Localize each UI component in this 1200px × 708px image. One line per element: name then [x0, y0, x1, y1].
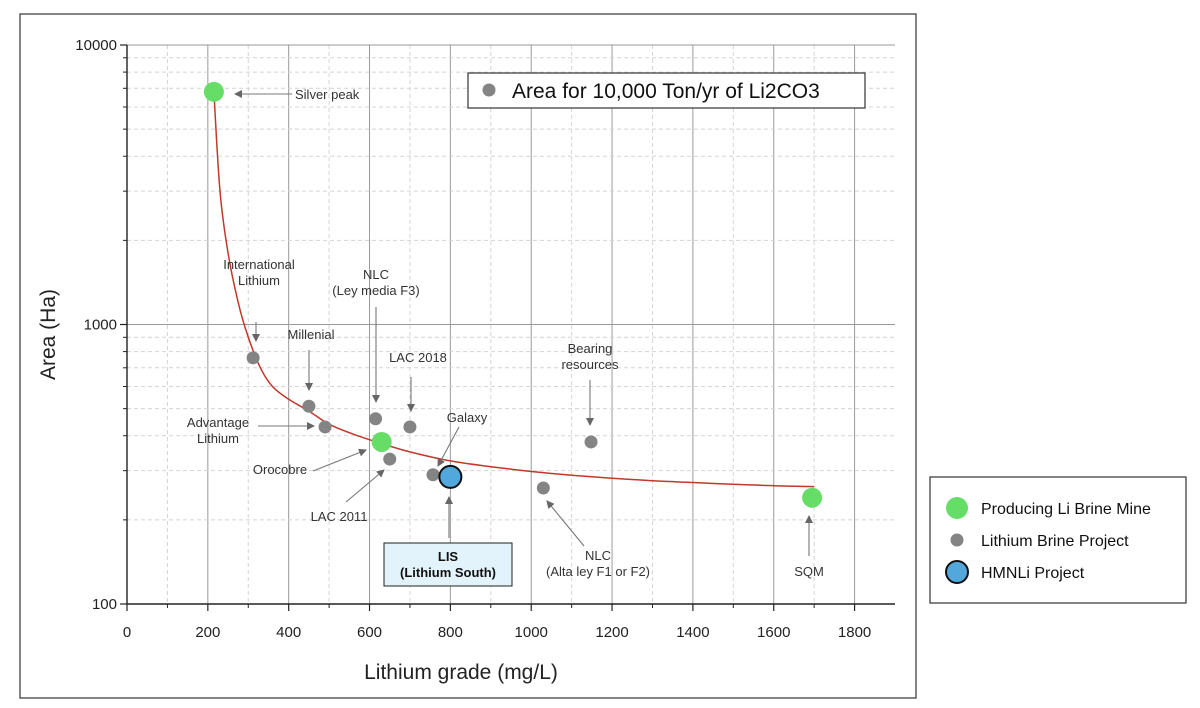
annotation-nlc-ley-media-f3: NLC(Ley media F3): [332, 267, 419, 298]
x-tick-label: 1000: [515, 624, 548, 641]
annotation-sqm: SQM: [794, 564, 824, 579]
point-millenial: [302, 399, 316, 413]
y-axis-title: Area (Ha): [37, 289, 60, 380]
grid: [127, 44, 895, 604]
annotation-lac-2018: LAC 2018: [389, 350, 447, 365]
legend-label-producing-li-brine-mine: Producing Li Brine Mine: [981, 501, 1151, 518]
side-legend-box: [929, 476, 1187, 604]
y-tick-label: 10000: [75, 37, 117, 54]
annotation-text: Lithium: [197, 431, 239, 446]
annotation-text: LAC 2018: [389, 350, 447, 365]
annotation-text: Silver peak: [295, 87, 360, 102]
x-tick-label: 800: [438, 624, 463, 641]
data-points: [203, 81, 823, 508]
x-tick-label: 1600: [757, 624, 790, 641]
annotation-text: Bearing: [568, 341, 613, 356]
annotation-arrow: [345, 469, 385, 503]
annotation-lis-lithium-south: LIS(Lithium South): [383, 542, 513, 587]
chart-frame: [19, 13, 917, 699]
annotation-silver-peak: Silver peak: [295, 87, 360, 102]
annotation-text: Galaxy: [447, 410, 488, 425]
point-lac-2011: [383, 452, 397, 466]
point-advantage-lithium: [318, 420, 332, 434]
x-tick-label: 600: [357, 624, 382, 641]
point-nlc-ley-media-f3: [369, 412, 383, 426]
point-lac-2018: [403, 420, 417, 434]
point-galaxy: [426, 468, 440, 482]
annotation-text: (Alta ley F1 or F2): [546, 564, 650, 579]
legend-label-lithium-brine-project: Lithium Brine Project: [981, 533, 1129, 550]
annotation-text: Lithium: [238, 273, 280, 288]
x-tick-label: 1400: [676, 624, 709, 641]
annotation-arrow: [312, 448, 367, 472]
annotation-text: LAC 2011: [311, 509, 368, 524]
legend-marker-producing-li-brine-mine: [946, 497, 968, 519]
annotation-text: NLC: [363, 267, 389, 282]
annotation-arrow: [546, 500, 585, 547]
annotation-millenial: Millenial: [288, 327, 335, 342]
axes: 0 200 400 600 800 1000 1200 1400 1600 1800 100 1000…: [37, 37, 895, 684]
annotation-text: Advantage: [187, 415, 249, 430]
annotation-orocobre: Orocobre: [253, 462, 307, 477]
x-axis-title: Lithium grade (mg/L): [364, 661, 558, 684]
annotation-text: (Ley media F3): [332, 283, 419, 298]
annotation-text: LIS: [438, 549, 459, 564]
point-nlc-alta-ley-f1-or-f2: [536, 481, 550, 495]
point-sqm: [802, 487, 823, 508]
inner-legend-label: Area for 10,000 Ton/yr of Li2CO3: [512, 80, 820, 103]
annotation-text: NLC: [585, 548, 611, 563]
legend-label-hmnli-project: HMNLi Project: [981, 565, 1085, 582]
inner-legend: Area for 10,000 Ton/yr of Li2CO3: [467, 72, 866, 109]
y-tick-label: 100: [92, 596, 117, 613]
x-tick-label: 1200: [595, 624, 628, 641]
annotation-text: (Lithium South): [400, 565, 496, 580]
annotation-text: resources: [561, 357, 619, 372]
side-legend: Producing Li Brine Mine Lithium Brine Pro…: [929, 476, 1187, 604]
point-international-lithium: [246, 351, 260, 365]
x-tick-label: 0: [123, 624, 131, 641]
annotation-text: Millenial: [288, 327, 335, 342]
point-lis-lithium-south: [438, 464, 463, 489]
point-orocobre: [371, 431, 392, 452]
annotation-nlc-alta-ley-f1-or-f2: NLC(Alta ley F1 or F2): [546, 548, 650, 579]
lis-label-box: [383, 542, 513, 587]
legend-marker-hmnli-project: [945, 560, 969, 584]
x-tick-label: 200: [195, 624, 220, 641]
annotation-text: Orocobre: [253, 462, 307, 477]
annotation-arrows: [234, 90, 813, 556]
annotation-arrow: [437, 426, 460, 467]
inner-legend-box: [467, 72, 866, 109]
point-silver-peak: [203, 81, 224, 102]
y-tick-label: 1000: [84, 317, 117, 334]
x-tick-label: 400: [276, 624, 301, 641]
inner-legend-marker: [482, 83, 496, 97]
annotation-lac-2011: LAC 2011: [311, 509, 368, 524]
x-tick-label: 1800: [838, 624, 871, 641]
point-bearing-resources: [584, 435, 598, 449]
annotation-galaxy: Galaxy: [447, 410, 488, 425]
annotation-text: International: [223, 257, 295, 272]
legend-marker-lithium-brine-project: [950, 533, 964, 547]
annotation-text: SQM: [794, 564, 824, 579]
